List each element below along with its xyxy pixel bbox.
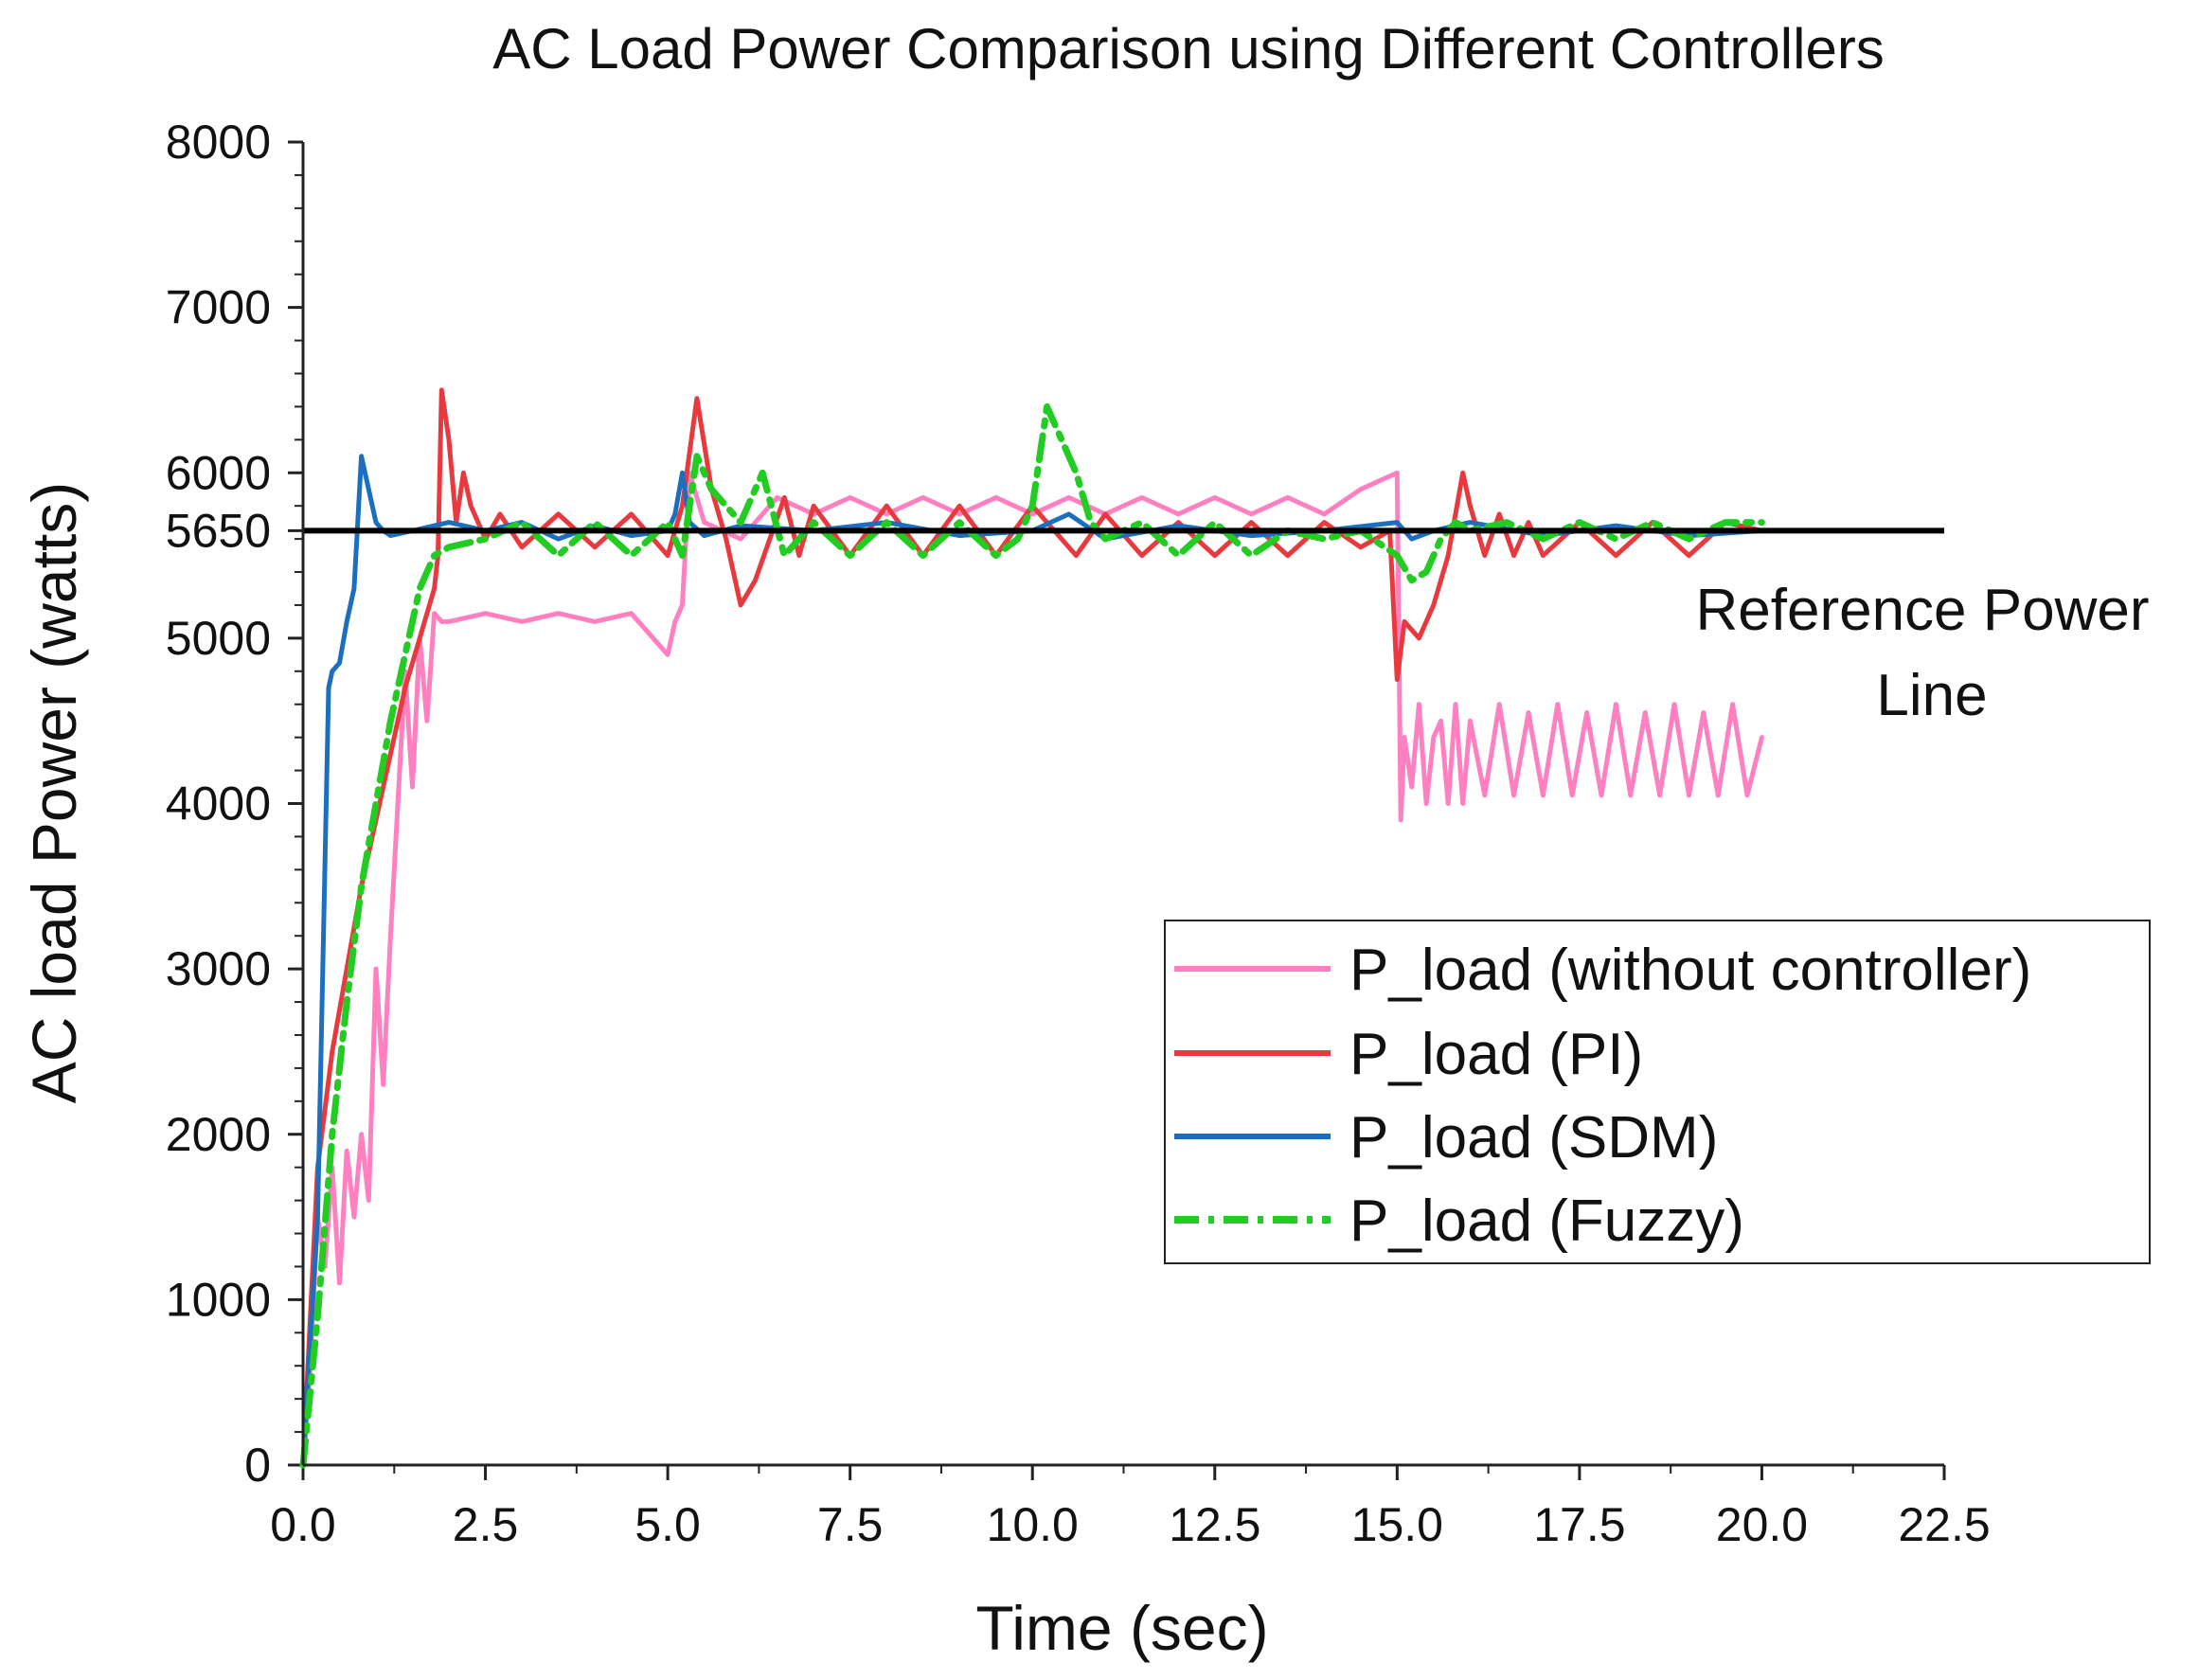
x-tick-label: 2.5 [453, 1498, 519, 1551]
x-tick-label: 12.5 [1169, 1498, 1260, 1551]
x-tick-label: 20.0 [1716, 1498, 1808, 1551]
y-tick-label: 6000 [166, 446, 271, 499]
series-line-p-load-sdm [300, 454, 1764, 1468]
legend-label: P_load (SDM) [1349, 1105, 1718, 1171]
y-tick-label: 5650 [166, 504, 271, 557]
y-tick-label: 1000 [166, 1273, 271, 1326]
x-tick-label: 10.0 [987, 1498, 1079, 1551]
x-tick-label: 17.5 [1533, 1498, 1625, 1551]
legend: P_load (without controller) P_load (PI) P_… [1164, 920, 2151, 1264]
y-tick-label: 4000 [166, 777, 271, 831]
axis-ticks: 0.0 2.5 5.0 7.5 10.0 12.5 15.0 17.5 20.0 22.5 0 100… [166, 116, 1991, 1551]
reference-annotation: Reference Power Line [1695, 578, 2149, 728]
x-tick-label: 0.0 [270, 1498, 336, 1551]
x-axis-label: Time (sec) [975, 1593, 1268, 1663]
reference-label-line1: Reference Power [1695, 578, 2149, 643]
y-tick-label: 8000 [166, 116, 271, 169]
x-tick-label: 5.0 [634, 1498, 701, 1551]
reference-label-line2: Line [1876, 663, 1987, 728]
chart-title: AC Load Power Comparison using Different… [492, 17, 1885, 80]
y-tick-label: 5000 [166, 612, 271, 665]
legend-label: P_load (Fuzzy) [1349, 1189, 1744, 1254]
x-tick-label: 15.0 [1351, 1498, 1443, 1551]
y-tick-label: 2000 [166, 1108, 271, 1161]
legend-label: P_load (PI) [1349, 1022, 1643, 1087]
legend-label: P_load (without controller) [1349, 938, 2031, 1003]
y-axis-label: AC load Power (watts) [19, 482, 89, 1104]
x-tick-label: 22.5 [1898, 1498, 1990, 1551]
series-lines [299, 387, 1944, 1469]
y-tick-label: 7000 [166, 281, 271, 334]
axes [301, 142, 1944, 1467]
y-tick-label: 0 [244, 1439, 271, 1492]
series-line-p-load-without-controller [300, 470, 1764, 1468]
x-tick-label: 7.5 [817, 1498, 884, 1551]
y-tick-label: 3000 [166, 942, 271, 995]
legend-box [1164, 920, 2151, 1264]
